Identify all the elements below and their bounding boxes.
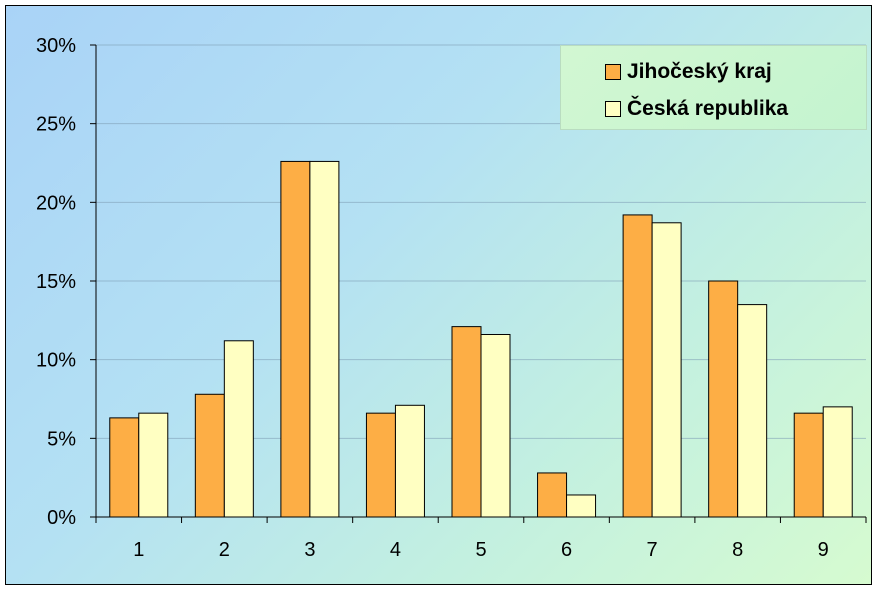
x-tick-label: 7: [647, 539, 658, 561]
bar-series-2-cat-8: [737, 304, 768, 518]
bar-series-2-cat-1: [138, 412, 169, 518]
y-tick-label: 0%: [47, 507, 76, 529]
legend-item-series-1: Jihočeský kraj: [605, 57, 772, 87]
x-tick-label: 4: [390, 539, 401, 561]
x-tick-label: 8: [732, 539, 743, 561]
bar-series-2-cat-6: [566, 494, 597, 518]
y-tick-label: 25%: [36, 114, 76, 136]
bar-series-2-cat-3: [309, 160, 340, 518]
bar-series-1-cat-7: [622, 214, 653, 518]
legend-swatch-series-2: [605, 101, 621, 117]
bar-chart: 0% 5% 10% 15% 20% 25% 30% 1 2 3 4 5 6 7 8 9: [36, 35, 867, 561]
x-tick-label: 5: [475, 539, 486, 561]
x-tick-label: 6: [561, 539, 572, 561]
bar-series-1-cat-1: [109, 417, 140, 518]
legend-swatch-series-1: [605, 64, 621, 80]
bar-series-1-cat-3: [280, 160, 311, 518]
y-tick-label: 5%: [47, 428, 76, 450]
y-tick-label: 30%: [36, 35, 76, 57]
legend-label-series-1: Jihočeský kraj: [627, 60, 772, 83]
bar-series-1-cat-8: [708, 280, 739, 518]
legend-item-series-2: Česká republika: [605, 94, 788, 124]
bar-series-1-cat-6: [537, 472, 568, 518]
y-tick-label: 15%: [36, 271, 76, 293]
x-tick-label: 3: [304, 539, 315, 561]
bar-series-1-cat-4: [365, 412, 396, 518]
bar-series-2-cat-5: [480, 333, 511, 518]
bar-series-1-cat-2: [194, 393, 225, 518]
bar-series-1-cat-5: [451, 326, 482, 518]
legend: Jihočeský kraj Česká republika: [560, 45, 867, 130]
x-tick-label: 2: [219, 539, 230, 561]
bar-series-2-cat-2: [223, 340, 254, 518]
x-tick-label: 9: [818, 539, 829, 561]
chart-frame: 0% 5% 10% 15% 20% 25% 30% 1 2 3 4 5 6 7 8 9 Jihočeský k…: [5, 5, 872, 585]
bar-series-2-cat-4: [394, 404, 425, 518]
y-tick-label: 20%: [36, 192, 76, 214]
x-tick-label: 1: [133, 539, 144, 561]
bar-series-2-cat-9: [822, 406, 853, 518]
legend-label-series-2: Česká republika: [627, 97, 789, 120]
bar-series-1-cat-9: [793, 412, 824, 518]
y-tick-label: 10%: [36, 350, 76, 372]
bar-series-2-cat-7: [651, 222, 682, 518]
